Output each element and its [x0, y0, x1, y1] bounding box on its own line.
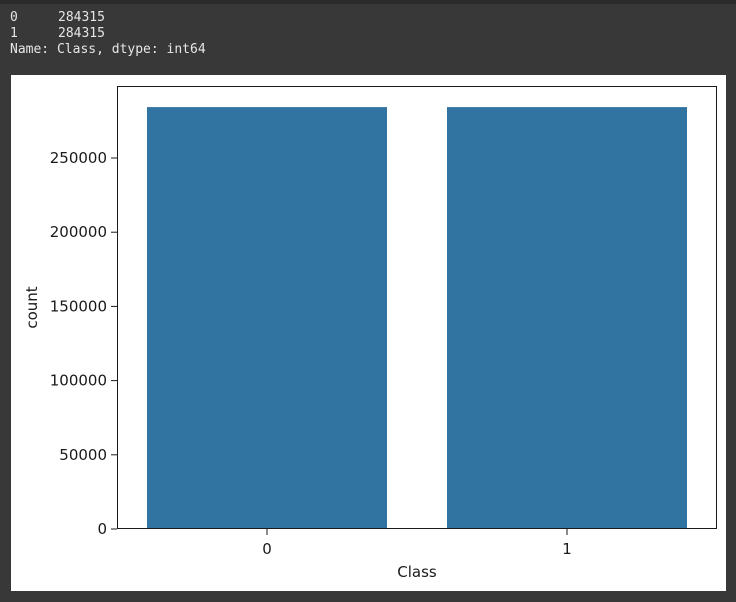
y-tick-label: 50000 — [59, 446, 107, 464]
bar-class-1 — [447, 107, 687, 529]
output-row-index: 0 — [10, 10, 18, 25]
x-tick-label: 0 — [262, 540, 272, 558]
cell-text-output: 0 284315 1 284315 Name: Class, dtype: int6… — [10, 10, 726, 58]
output-row: 0 284315 — [10, 10, 726, 26]
output-row-value: 284315 — [58, 10, 105, 25]
window-top-bar — [0, 0, 736, 4]
y-axis-title: count — [23, 286, 41, 328]
x-tick-label: 1 — [562, 540, 572, 558]
output-series-footer: Name: Class, dtype: int64 — [10, 42, 206, 57]
output-row: 1 284315 — [10, 26, 726, 42]
y-tick-label: 250000 — [50, 149, 107, 167]
plot-frame — [117, 86, 717, 529]
y-tick-label: 150000 — [50, 297, 107, 315]
bars-group — [147, 107, 687, 529]
x-axis-title: Class — [397, 563, 437, 581]
y-tick-label: 0 — [97, 520, 107, 538]
y-axis: 0 50000 100000 150000 200000 250000 — [50, 149, 117, 538]
output-row-index: 1 — [10, 26, 18, 41]
y-tick-label: 100000 — [50, 372, 107, 390]
bar-class-0 — [147, 107, 387, 529]
output-row-value: 284315 — [58, 26, 105, 41]
y-tick-label: 200000 — [50, 223, 107, 241]
